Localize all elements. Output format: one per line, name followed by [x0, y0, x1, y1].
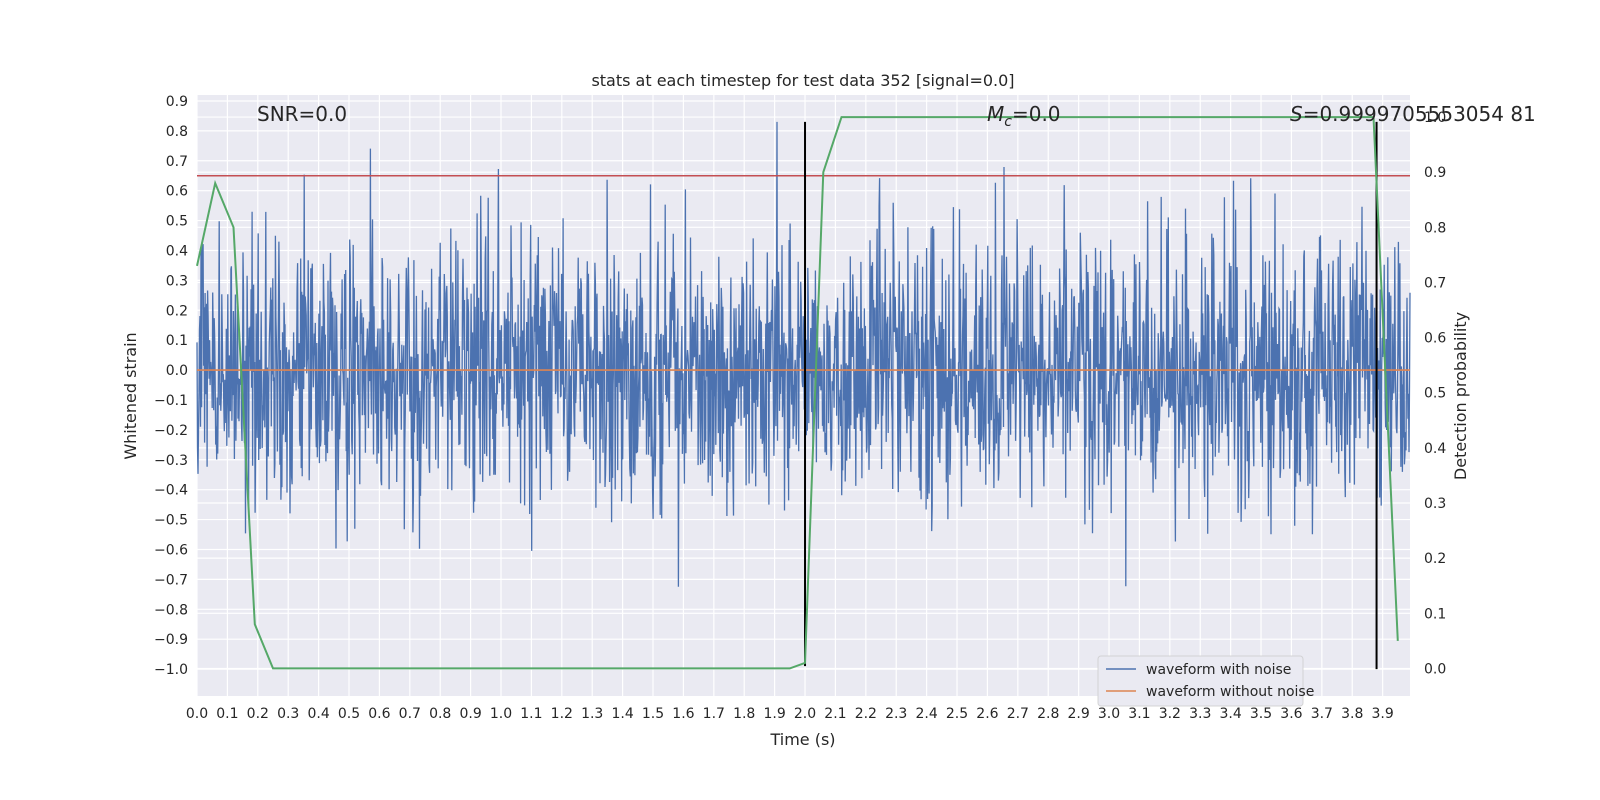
- x-tick-label: 2.7: [1007, 706, 1029, 722]
- x-tick-label: 1.8: [733, 706, 755, 722]
- y-tick-label: 0.0: [166, 363, 188, 379]
- x-tick-label: 0.5: [338, 706, 360, 722]
- y2-tick-label: 0.9: [1424, 165, 1446, 181]
- event-marker-lines: [804, 121, 1378, 670]
- x-tick-label: 0.6: [368, 706, 390, 722]
- x-tick-label: 3.1: [1128, 706, 1150, 722]
- waveform-with-noise-series: [196, 121, 1411, 587]
- noise-waveform-path: [196, 121, 1411, 587]
- x-tick-label: 0.4: [307, 706, 329, 722]
- y-tick-label: 0.3: [166, 273, 188, 289]
- x-tick-label: 3.6: [1280, 706, 1302, 722]
- y2-tick-label: 0.7: [1424, 275, 1446, 291]
- y-tick-label: −0.9: [154, 632, 188, 648]
- x-tick-label: 3.5: [1250, 706, 1272, 722]
- y-tick-label: −0.5: [154, 513, 188, 529]
- y-axis-ticks: 0.9 0.8 0.7 0.6 0.5 0.4 0.3 0.2 0.1 0.0 −0.1 −0.2 −0…: [154, 94, 188, 678]
- y2-tick-label: 1.0: [1424, 110, 1446, 126]
- x-tick-label: 0.7: [399, 706, 421, 722]
- x-tick-label: 3.8: [1341, 706, 1363, 722]
- y-tick-label: −0.6: [154, 542, 188, 558]
- x-tick-label: 1.5: [642, 706, 664, 722]
- legend: waveform with noise waveform without noi…: [1097, 655, 1314, 707]
- x-tick-label: 1.3: [581, 706, 603, 722]
- chart-title: stats at each timestep for test data 352…: [591, 71, 1014, 90]
- x-tick-label: 1.9: [763, 706, 785, 722]
- y-tick-label: 0.4: [166, 243, 188, 259]
- y2-tick-label: 0.3: [1424, 496, 1446, 512]
- x-tick-label: 0.0: [186, 706, 208, 722]
- y-axis-label: Whitened strain: [121, 332, 140, 459]
- x-tick-label: 0.8: [429, 706, 451, 722]
- y2-tick-label: 0.0: [1424, 661, 1446, 677]
- y2-axis-ticks: 1.0 0.9 0.8 0.7 0.6 0.5 0.4 0.3 0.2 0.1 0.0: [1424, 110, 1446, 677]
- detection-probability-line: [196, 116, 1399, 670]
- x-tick-label: 2.1: [824, 706, 846, 722]
- y-tick-label: −0.4: [154, 483, 188, 499]
- y-tick-label: −0.2: [154, 423, 188, 439]
- score-annotation: S=0.9999705553054 81: [1290, 102, 1536, 126]
- legend-box: [1097, 655, 1304, 707]
- x-tick-label: 1.7: [703, 706, 725, 722]
- x-tick-label: 1.6: [672, 706, 694, 722]
- x-tick-label: 2.8: [1037, 706, 1059, 722]
- x-tick-label: 1.1: [520, 706, 542, 722]
- y-tick-label: −0.1: [154, 393, 188, 409]
- y2-tick-label: 0.1: [1424, 606, 1446, 622]
- x-tick-label: 2.5: [946, 706, 968, 722]
- snr-annotation: SNR=0.0: [257, 102, 347, 126]
- x-tick-label: 1.2: [551, 706, 573, 722]
- x-tick-label: 0.3: [277, 706, 299, 722]
- y-tick-label: −0.3: [154, 453, 188, 469]
- x-tick-label: 2.2: [855, 706, 877, 722]
- y-tick-label: 0.6: [166, 184, 188, 200]
- y-tick-label: −1.0: [154, 662, 188, 678]
- legend-label-noise: waveform with noise: [1146, 662, 1291, 678]
- x-tick-label: 3.0: [1098, 706, 1120, 722]
- y-tick-label: 0.8: [166, 124, 188, 140]
- y2-tick-label: 0.6: [1424, 331, 1446, 347]
- x-tick-label: 2.4: [915, 706, 937, 722]
- x-tick-label: 1.4: [611, 706, 633, 722]
- x-tick-label: 2.6: [976, 706, 998, 722]
- x-tick-label: 3.9: [1372, 706, 1394, 722]
- y-tick-label: 0.1: [166, 333, 188, 349]
- x-tick-label: 3.7: [1311, 706, 1333, 722]
- y-tick-label: 0.7: [166, 154, 188, 170]
- x-tick-label: 2.9: [1067, 706, 1089, 722]
- y2-tick-label: 0.5: [1424, 386, 1446, 402]
- y2-tick-label: 0.2: [1424, 551, 1446, 567]
- grid: [196, 95, 1410, 696]
- x-tick-label: 0.1: [216, 706, 238, 722]
- y2-axis-label: Detection probability: [1451, 312, 1470, 480]
- x-axis-label: Time (s): [769, 730, 835, 749]
- x-tick-label: 2.0: [794, 706, 816, 722]
- y2-tick-label: 0.8: [1424, 220, 1446, 236]
- x-tick-label: 0.9: [459, 706, 481, 722]
- y2-tick-label: 0.4: [1424, 441, 1446, 457]
- x-tick-label: 3.2: [1159, 706, 1181, 722]
- x-axis-ticks: 0.0 0.1 0.2 0.3 0.4 0.5 0.6 0.7 0.8 0.9 1.0 1.1 1.2 1…: [186, 706, 1394, 722]
- x-tick-label: 2.3: [885, 706, 907, 722]
- chirp-mass-annotation: Mc=0.0: [987, 102, 1061, 130]
- x-tick-label: 1.0: [490, 706, 512, 722]
- y-tick-label: 0.5: [166, 214, 188, 230]
- y-tick-label: 0.2: [166, 303, 188, 319]
- x-tick-label: 0.2: [247, 706, 269, 722]
- x-tick-label: 3.3: [1189, 706, 1211, 722]
- x-tick-label: 3.4: [1220, 706, 1242, 722]
- legend-label-clean: waveform without noise: [1146, 684, 1314, 700]
- y-tick-label: −0.8: [154, 602, 188, 618]
- y-tick-label: −0.7: [154, 572, 188, 588]
- y-tick-label: 0.9: [166, 94, 188, 110]
